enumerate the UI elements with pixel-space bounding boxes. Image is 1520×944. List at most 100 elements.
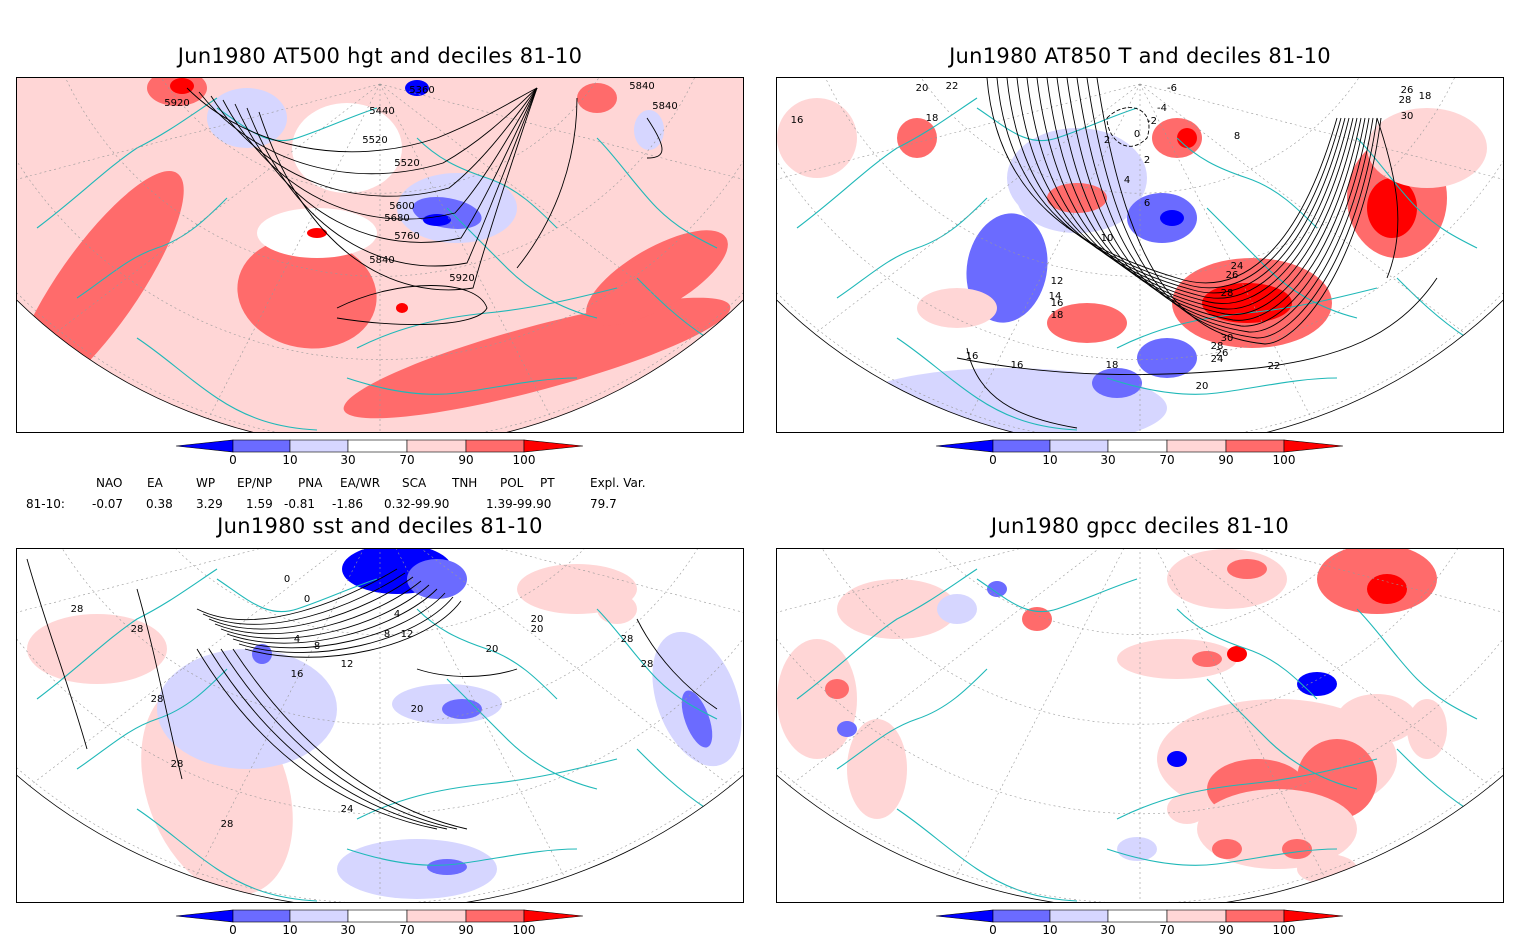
longitude-line bbox=[942, 549, 1124, 902]
contour-label: 4 bbox=[294, 634, 300, 645]
contour-label: 12 bbox=[341, 659, 354, 670]
contour-label: 14 bbox=[1049, 291, 1062, 302]
decile-shading bbox=[1227, 559, 1267, 579]
decile-shading bbox=[1407, 699, 1447, 759]
colorbar-segment bbox=[1107, 439, 1168, 453]
decile-shading bbox=[427, 859, 467, 875]
decile-shading bbox=[897, 118, 937, 158]
contour-label: 5600 bbox=[389, 201, 414, 212]
colorbar-segment bbox=[347, 439, 408, 453]
decile-shading bbox=[586, 230, 728, 326]
colorbar-tick-label: 0 bbox=[229, 453, 237, 467]
colorbar-tick-label: 90 bbox=[1218, 453, 1233, 467]
height-contour bbox=[222, 87, 538, 220]
longitude-line bbox=[1139, 83, 1503, 363]
colorbar-segment bbox=[406, 909, 467, 923]
colorbar-tick-label: 70 bbox=[399, 453, 414, 467]
longitude-line bbox=[379, 83, 559, 432]
coastline bbox=[76, 668, 228, 770]
colorbar-segment bbox=[175, 439, 234, 453]
colorbar-segment bbox=[1049, 909, 1109, 923]
coastline bbox=[136, 337, 318, 431]
colorbar-segment bbox=[1166, 439, 1227, 453]
decile-shading bbox=[343, 297, 731, 419]
sst-contour bbox=[196, 568, 398, 621]
sst-contour bbox=[214, 580, 422, 635]
sst-contour bbox=[26, 558, 88, 750]
coastline bbox=[896, 808, 1078, 902]
colorbar-sst: 0 10 30 70 90 100 bbox=[170, 908, 590, 944]
contour-label: 28 bbox=[1211, 341, 1224, 352]
colorbar-tick-label: 90 bbox=[458, 923, 473, 937]
decile-shading bbox=[1177, 128, 1197, 148]
contour-label: 20 bbox=[531, 614, 544, 625]
contour-label: 5440 bbox=[369, 106, 394, 117]
decile-shading bbox=[1202, 283, 1292, 323]
sst-contour bbox=[232, 592, 446, 649]
temperature-contour bbox=[996, 78, 1342, 289]
decile-shading bbox=[1022, 607, 1052, 631]
colorbar-tick-label: 30 bbox=[340, 453, 355, 467]
decile-shading bbox=[1117, 639, 1237, 679]
longitude-line bbox=[1139, 83, 1503, 180]
contour-label: 0 bbox=[304, 594, 310, 605]
height-contour bbox=[198, 87, 538, 175]
index-header: Expl. Var. bbox=[590, 476, 646, 490]
colorbar-segment bbox=[523, 439, 584, 453]
colorbar-segment bbox=[1283, 439, 1344, 453]
contour-label: 28 bbox=[1399, 95, 1412, 106]
index-value: 3.29 bbox=[196, 497, 223, 511]
decile-field bbox=[17, 78, 743, 432]
decile-shading bbox=[157, 649, 337, 769]
contours: 22201816-6-4-202246108121416182628301824… bbox=[791, 78, 1438, 429]
coastline bbox=[446, 678, 598, 790]
contour-label: 5360 bbox=[409, 85, 434, 96]
contour-label: 22 bbox=[946, 81, 959, 92]
temperature-contour bbox=[1006, 78, 1346, 294]
coastline bbox=[1356, 608, 1478, 720]
index-header: POL bbox=[500, 476, 524, 490]
contour-label: 30 bbox=[1221, 333, 1234, 344]
coastline bbox=[356, 287, 618, 349]
longitude-line bbox=[1260, 549, 1503, 613]
decile-shading bbox=[1047, 303, 1127, 343]
colorbar-tick-label: 70 bbox=[1159, 923, 1174, 937]
decile-shading bbox=[777, 639, 857, 759]
decile-shading bbox=[1367, 574, 1407, 604]
temperature-contour bbox=[956, 277, 1438, 375]
contour-label: 18 bbox=[926, 113, 939, 124]
colorbar-segment bbox=[1049, 439, 1109, 453]
index-value: 79.7 bbox=[590, 497, 617, 511]
decile-shading bbox=[1092, 368, 1142, 398]
contour-label: 5840 bbox=[652, 101, 677, 112]
colorbar-segment bbox=[232, 909, 291, 923]
longitude-line bbox=[17, 549, 339, 796]
colorbar-tick-label: 100 bbox=[513, 453, 536, 467]
decile-shading bbox=[1047, 183, 1107, 213]
projection-mask bbox=[777, 78, 1503, 432]
colorbar-tick-label: 30 bbox=[1100, 923, 1115, 937]
longitude-line bbox=[17, 549, 260, 613]
temperature-contour bbox=[1046, 78, 1362, 316]
colorbar-precip: 0 10 30 70 90 100 bbox=[930, 908, 1350, 944]
longitude-line bbox=[182, 549, 364, 902]
temperature-contour bbox=[1106, 107, 1150, 147]
coastline bbox=[1176, 137, 1318, 229]
colorbar-segment bbox=[289, 909, 349, 923]
contour-label: 28 bbox=[131, 624, 144, 635]
contour-label: 0 bbox=[284, 574, 290, 585]
decile-shading bbox=[307, 228, 327, 238]
contour-label: 24 bbox=[1231, 261, 1244, 272]
decile-shading bbox=[1337, 694, 1417, 744]
projection-mask bbox=[17, 78, 743, 432]
panel-title-precip: Jun1980 gpcc deciles 81-10 bbox=[990, 514, 1290, 538]
decile-shading bbox=[634, 110, 664, 150]
contour-label: 16 bbox=[791, 115, 804, 126]
contour-label: 4 bbox=[394, 609, 400, 620]
longitude-line bbox=[1139, 83, 1319, 432]
decile-shading bbox=[292, 103, 402, 193]
colorbar-segment bbox=[935, 909, 994, 923]
decile-shading bbox=[1160, 210, 1184, 226]
contour-label: 30 bbox=[1401, 111, 1414, 122]
